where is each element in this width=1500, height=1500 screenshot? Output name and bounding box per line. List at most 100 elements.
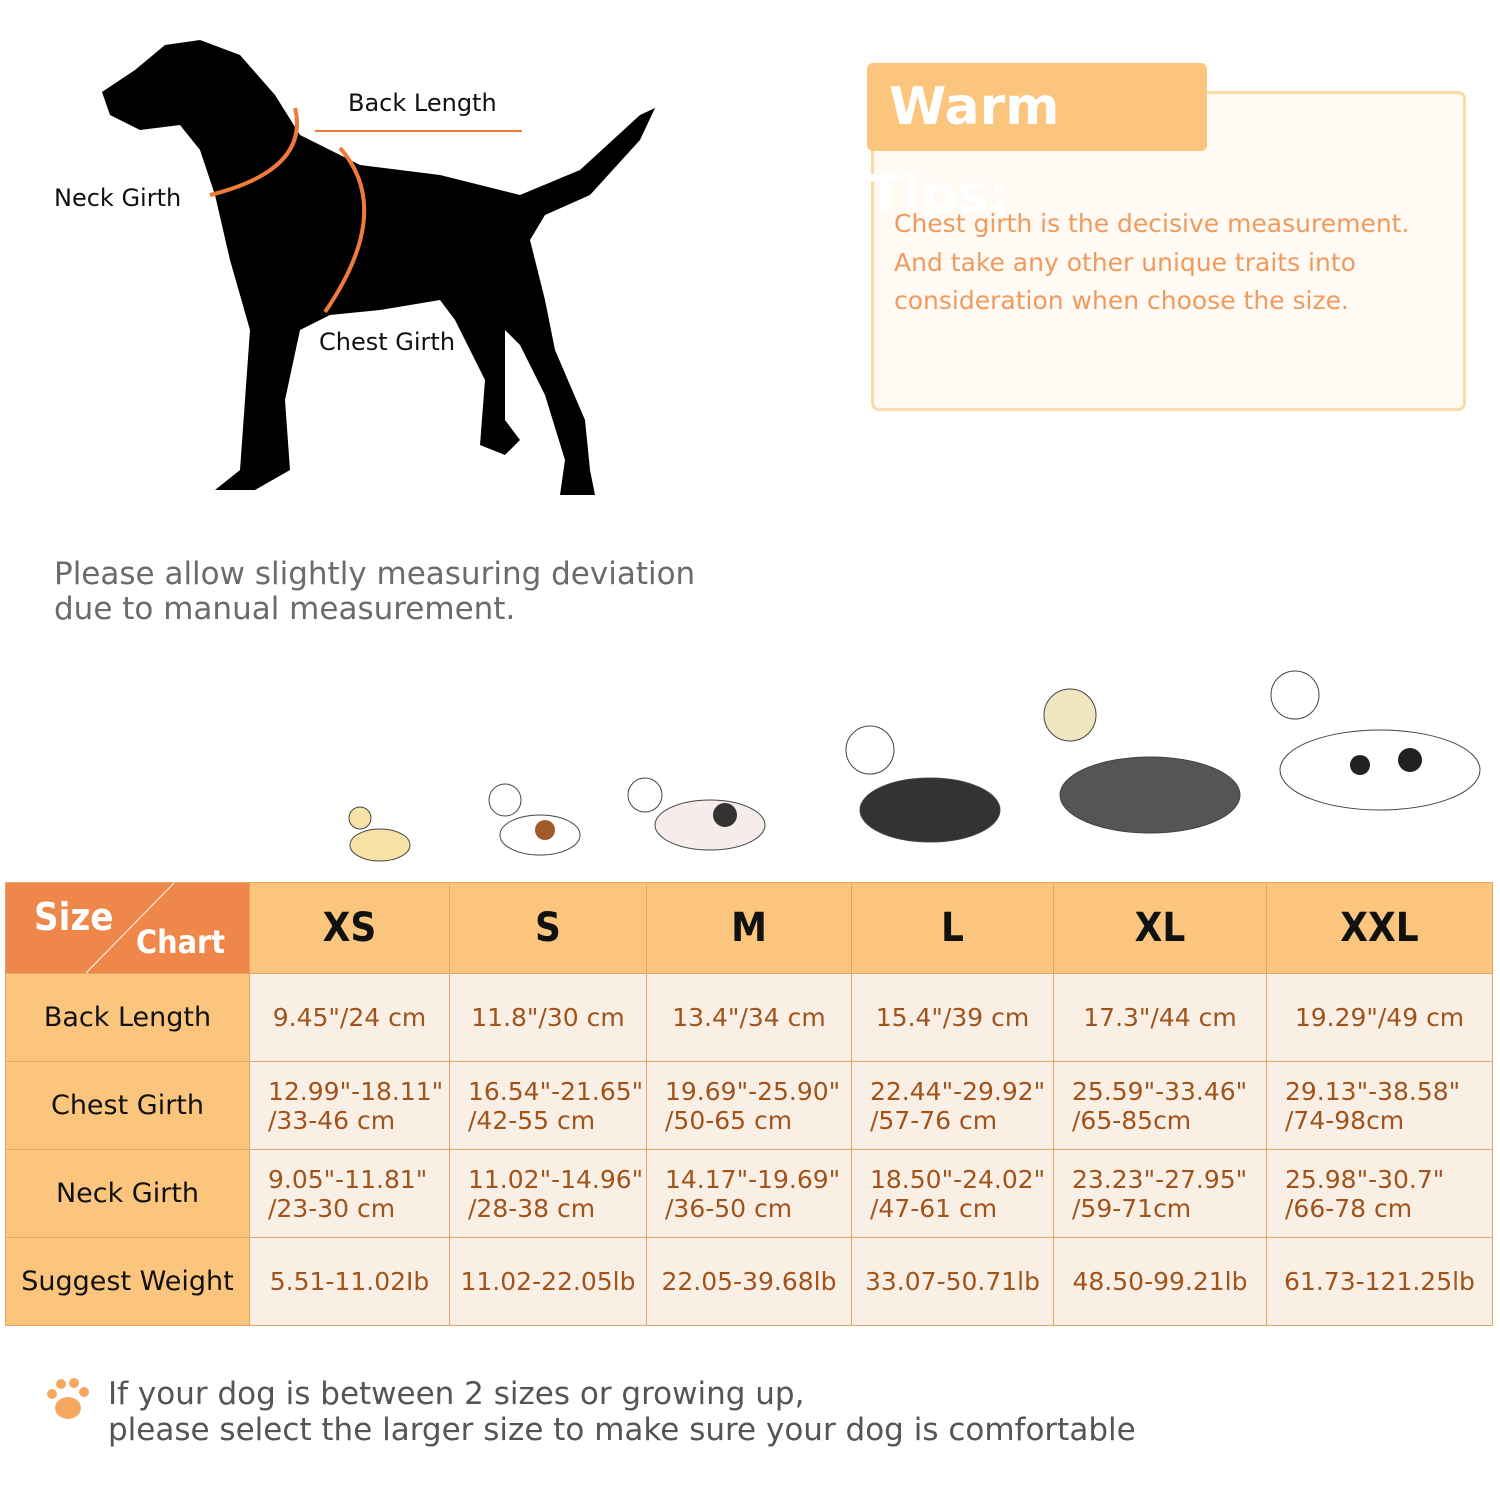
table-cell: 25.98"-30.7"/66-78 cm xyxy=(1266,1149,1493,1238)
cell-line: /65-85cm xyxy=(1072,1105,1192,1135)
footer-line: please select the larger size to make su… xyxy=(108,1412,1136,1448)
table-cell: 19.69"-25.90"/50-65 cm xyxy=(646,1061,852,1150)
dog-xs-icon xyxy=(348,806,411,862)
table-cell: 29.13"-38.58"/74-98cm xyxy=(1266,1061,1493,1150)
size-header-m: M xyxy=(646,882,852,974)
cell-line: 29.13"-38.58" xyxy=(1285,1076,1461,1106)
tips-line: And take any other unique traits into xyxy=(894,247,1356,277)
table-cell: 11.02"-14.96"/28-38 cm xyxy=(449,1149,647,1238)
cell-line: 33.07-50.71lb xyxy=(865,1267,1040,1296)
corner-chart-label: Chart xyxy=(136,923,226,961)
table-header-row: Size Chart XS S M L XL XXL xyxy=(5,882,1493,974)
table-row: Neck Girth 9.05"-11.81"/23-30 cm 11.02"-14… xyxy=(5,1149,1493,1238)
cell-line: /66-78 cm xyxy=(1285,1193,1413,1223)
table-cell: 9.45"/24 cm xyxy=(249,973,450,1062)
table-corner-cell: Size Chart xyxy=(5,882,250,974)
row-label: Suggest Weight xyxy=(5,1237,250,1326)
chest-girth-arrow xyxy=(323,146,367,314)
diagonal-divider xyxy=(85,883,175,973)
cell-line: /28-38 cm xyxy=(468,1193,596,1223)
table-row: Suggest Weight 5.51-11.02Ib 11.02-22.05lb 2… xyxy=(5,1237,1493,1326)
size-header-l: L xyxy=(851,882,1054,974)
dog-xl-icon xyxy=(1043,688,1241,834)
cell-line: 18.50"-24.02" xyxy=(870,1164,1046,1194)
cell-line: /74-98cm xyxy=(1285,1105,1405,1135)
neck-girth-label: Neck Girth xyxy=(54,184,182,212)
table-cell: 19.29"/49 cm xyxy=(1266,973,1493,1062)
cell-line: /57-76 cm xyxy=(870,1105,998,1135)
warm-tips-text: Chest girth is the decisive measurement.… xyxy=(894,205,1464,321)
deviation-note: Please allow slightly measuring deviatio… xyxy=(54,557,695,627)
cell-line: 9.45"/24 cm xyxy=(272,1003,427,1032)
cell-line: 22.44"-29.92" xyxy=(870,1076,1046,1106)
dog-size-illustrations xyxy=(348,670,1481,862)
table-cell: 22.44"-29.92"/57-76 cm xyxy=(851,1061,1054,1150)
note-line: due to manual measurement. xyxy=(54,591,516,627)
cell-line: 22.05-39.68lb xyxy=(661,1267,837,1296)
cell-line: 11.02"-14.96" xyxy=(468,1164,644,1194)
cell-line: 14.17"-19.69" xyxy=(665,1164,841,1194)
table-cell: 12.99"-18.11"/33-46 cm xyxy=(249,1061,450,1150)
neck-girth-arrow xyxy=(209,107,299,197)
table-cell: 13.4"/34 cm xyxy=(646,973,852,1062)
table-cell: 17.3"/44 cm xyxy=(1053,973,1267,1062)
tips-line: Chest girth is the decisive measurement. xyxy=(894,209,1410,238)
table-cell: 16.54"-21.65"/42-55 cm xyxy=(449,1061,647,1150)
cell-line: 25.98"-30.7" xyxy=(1285,1164,1445,1194)
cell-line: /50-65 cm xyxy=(665,1105,793,1135)
table-cell: 5.51-11.02Ib xyxy=(249,1237,450,1326)
dog-l-icon xyxy=(845,725,1001,843)
table-cell: 18.50"-24.02"/47-61 cm xyxy=(851,1149,1054,1238)
back-length-label: Back Length xyxy=(348,89,497,117)
table-cell: 11.02-22.05lb xyxy=(449,1237,647,1326)
cell-line: 11.8"/30 cm xyxy=(471,1003,625,1032)
table-cell: 61.73-121.25lb xyxy=(1266,1237,1493,1326)
row-label: Neck Girth xyxy=(5,1149,250,1238)
table-cell: 22.05-39.68lb xyxy=(646,1237,852,1326)
table-cell: 11.8"/30 cm xyxy=(449,973,647,1062)
cell-line: /36-50 cm xyxy=(665,1193,793,1223)
warm-tips-title: Warm Tips: xyxy=(867,63,1207,225)
cell-line: 13.4"/34 cm xyxy=(672,1003,826,1032)
dog-m-icon xyxy=(627,777,766,851)
note-line: Please allow slightly measuring deviatio… xyxy=(54,556,696,592)
cell-line: 15.4"/39 cm xyxy=(875,1003,1030,1032)
cell-line: 9.05"-11.81" xyxy=(268,1164,428,1194)
table-cell: 25.59"-33.46"/65-85cm xyxy=(1053,1061,1267,1150)
cell-line: 25.59"-33.46" xyxy=(1072,1076,1248,1106)
table-row: Back Length 9.45"/24 cm 11.8"/30 cm 13.4"/3… xyxy=(5,973,1493,1062)
footer-line: If your dog is between 2 sizes or growin… xyxy=(108,1376,805,1412)
cell-line: /23-30 cm xyxy=(268,1193,396,1223)
size-header-xxl: XXL xyxy=(1266,882,1493,974)
cell-line: 16.54"-21.65" xyxy=(468,1076,644,1106)
paw-icon xyxy=(47,1378,89,1419)
tips-line: consideration when choose the size. xyxy=(894,286,1349,315)
dog-silhouette xyxy=(102,40,655,495)
footer-note: If your dog is between 2 sizes or growin… xyxy=(108,1376,1136,1448)
table-cell: 23.23"-27.95"/59-71cm xyxy=(1053,1149,1267,1238)
corner-size-label: Size xyxy=(34,895,114,939)
cell-line: /59-71cm xyxy=(1072,1193,1192,1223)
table-row: Chest Girth 12.99"-18.11"/33-46 cm 16.54"-… xyxy=(5,1061,1493,1150)
size-header-xl: XL xyxy=(1053,882,1267,974)
size-chart-table: Size Chart XS S M L XL XXL Back Length 9.… xyxy=(5,882,1493,1326)
table-cell: 9.05"-11.81"/23-30 cm xyxy=(249,1149,450,1238)
table-cell: 14.17"-19.69"/36-50 cm xyxy=(646,1149,852,1238)
cell-line: /42-55 cm xyxy=(468,1105,596,1135)
cell-line: /33-46 cm xyxy=(268,1105,396,1135)
cell-line: 19.69"-25.90" xyxy=(665,1076,841,1106)
chest-girth-label: Chest Girth xyxy=(319,328,456,356)
table-cell: 48.50-99.21lb xyxy=(1053,1237,1267,1326)
row-label: Chest Girth xyxy=(5,1061,250,1150)
table-cell: 15.4"/39 cm xyxy=(851,973,1054,1062)
cell-line: 5.51-11.02Ib xyxy=(269,1267,430,1296)
cell-line: 19.29"/49 cm xyxy=(1294,1003,1465,1032)
cell-line: /47-61 cm xyxy=(870,1193,998,1223)
size-header-s: S xyxy=(449,882,647,974)
cell-line: 12.99"-18.11" xyxy=(268,1076,444,1106)
size-header-xs: XS xyxy=(249,882,450,974)
cell-line: 61.73-121.25lb xyxy=(1284,1267,1475,1296)
cell-line: 48.50-99.21lb xyxy=(1072,1267,1248,1296)
cell-line: 11.02-22.05lb xyxy=(460,1267,636,1296)
